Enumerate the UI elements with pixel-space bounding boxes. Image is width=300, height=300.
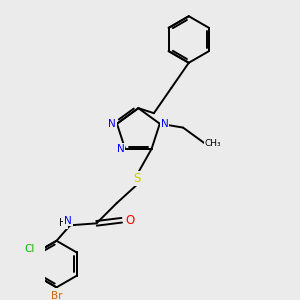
Text: N: N xyxy=(160,119,168,129)
Text: Cl: Cl xyxy=(24,244,34,254)
Text: CH₃: CH₃ xyxy=(205,139,221,148)
Text: N: N xyxy=(117,144,124,154)
Text: N: N xyxy=(108,119,116,129)
Text: N: N xyxy=(64,216,72,226)
Text: O: O xyxy=(126,214,135,227)
Text: Br: Br xyxy=(51,291,62,300)
Text: S: S xyxy=(134,172,141,185)
Text: H: H xyxy=(59,218,67,228)
